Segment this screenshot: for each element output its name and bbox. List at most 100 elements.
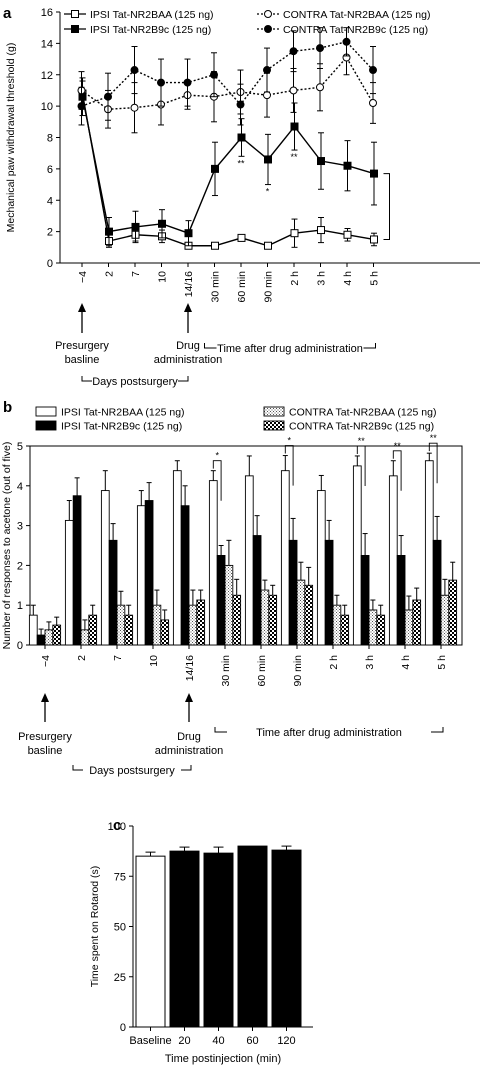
b-bar <box>180 505 190 646</box>
b-bar <box>412 599 422 646</box>
b-significance-bracket <box>212 460 222 501</box>
a-y-tick-label: 14 <box>41 38 53 50</box>
a-significance-mark: * <box>266 187 270 197</box>
b-bar <box>440 594 450 646</box>
a-data-point <box>211 164 219 173</box>
panel-b: b 0 1 2 3 4 5 Number of responses to acetone (… <box>1 399 463 777</box>
b-presurgery-label: Presurgery <box>18 731 72 743</box>
panel-c-letter: c <box>113 817 121 834</box>
a-x-tick-label: 2 <box>104 271 116 277</box>
a-data-point <box>342 37 351 46</box>
c-bar <box>169 850 200 1028</box>
b-bar <box>268 594 278 646</box>
b-legend-swatch <box>35 406 57 417</box>
a-y-tick-label: 2 <box>47 227 53 239</box>
b-bar <box>152 604 162 646</box>
a-data-point <box>157 78 165 87</box>
a-data-point <box>290 122 299 131</box>
a-data-point <box>104 92 112 101</box>
a-x-tick-label: 90 min <box>263 271 275 303</box>
b-x-tick-label: 5 h <box>436 655 448 670</box>
b-legend-label: CONTRA Tat-NR2B9c (125 ng) <box>289 421 434 433</box>
b-legend-label: IPSI Tat-NR2B9c (125 ng) <box>61 421 182 433</box>
b-bar <box>172 470 182 646</box>
a-y-tick-label: 12 <box>41 70 53 82</box>
a-data-point <box>237 133 246 142</box>
a-legend-item: IPSI Tat-NR2B9c (125 ng) <box>64 24 211 36</box>
b-bar <box>136 505 146 646</box>
c-y-tick-label: 100 <box>108 821 126 833</box>
a-series-line <box>81 93 375 247</box>
b-bar <box>188 604 198 646</box>
b-bar <box>296 579 306 646</box>
b-bar <box>352 465 362 646</box>
a-data-point <box>183 78 192 87</box>
b-significance-mark: ** <box>358 436 366 446</box>
a-legend-item: CONTRA Tat-NR2B9c (125 ng) <box>257 24 428 36</box>
b-legend-item: IPSI Tat-NR2B9c (125 ng) <box>35 421 182 433</box>
c-y-tick-label: 25 <box>114 972 126 984</box>
c-bar <box>237 845 268 1028</box>
b-x-tick-label: 2 h <box>328 655 340 670</box>
a-data-point <box>263 66 271 75</box>
a-y-tick-label: 16 <box>41 7 53 19</box>
b-legend-item: CONTRA Tat-NR2BAA (125 ng) <box>263 407 436 419</box>
c-bar <box>135 855 166 1028</box>
b-days-bracket <box>181 765 192 771</box>
c-x-axis-label: Time postinjection (min) <box>165 1053 281 1065</box>
a-data-point <box>130 66 139 75</box>
b-bar <box>28 614 38 646</box>
panel-a-letter: a <box>3 5 12 22</box>
b-bar <box>208 480 218 646</box>
b-bar <box>252 535 262 646</box>
a-data-point <box>290 229 299 238</box>
a-legend-label: CONTRA Tat-NR2BAA (125 ng) <box>283 9 430 21</box>
a-time-after-bracket <box>204 343 217 349</box>
panel-c: c 0 25 50 75 100 Time spent on Rotarod (s) Tim… <box>89 817 313 1065</box>
b-legend-swatch <box>263 420 285 431</box>
b-significance-mark: ** <box>430 433 438 443</box>
b-bar <box>116 604 126 646</box>
a-legend-label: CONTRA Tat-NR2B9c (125 ng) <box>283 24 428 36</box>
a-series-line <box>81 56 374 110</box>
b-legend-item: IPSI Tat-NR2BAA (125 ng) <box>35 406 185 419</box>
a-legend-item: CONTRA Tat-NR2BAA (125 ng) <box>257 9 430 21</box>
a-data-point <box>316 44 324 53</box>
b-bar <box>396 555 406 646</box>
b-bar <box>64 519 74 646</box>
a-x-tick-label: 5 h <box>369 271 381 286</box>
b-bar <box>124 614 134 646</box>
a-data-point <box>184 229 193 238</box>
b-x-tick-label: 2 <box>76 655 88 661</box>
a-days-bracket <box>178 376 189 382</box>
a-significance-mark: ** <box>290 152 298 162</box>
b-bar <box>340 614 350 646</box>
c-y-tick-label: 50 <box>114 922 126 934</box>
a-drug-label: administration <box>154 354 222 366</box>
a-drug-label: Drug <box>176 340 200 352</box>
b-x-tick-label: 10 <box>148 655 160 667</box>
panel-b-plot: 0 1 2 3 4 5 Number of responses to acetone (ou… <box>1 433 463 687</box>
a-data-point <box>211 241 219 250</box>
c-x-tick-label: 120 <box>277 1035 295 1047</box>
b-bar <box>232 594 242 646</box>
c-y-tick-label: 0 <box>120 1022 126 1034</box>
b-bar <box>100 490 110 646</box>
b-time-after-bracket <box>214 727 227 733</box>
b-significance-mark: * <box>215 451 219 461</box>
a-series-line <box>81 41 374 107</box>
b-y-axis-label: Number of responses to acetone (out of f… <box>1 442 13 650</box>
b-bar <box>72 495 82 646</box>
panel-c-plot: 0 25 50 75 100 Time spent on Rotarod (s) Time … <box>89 821 313 1065</box>
b-x-tick-label: 7 <box>112 655 124 661</box>
b-legend-label: CONTRA Tat-NR2BAA (125 ng) <box>289 407 436 419</box>
panel-b-letter: b <box>3 399 12 416</box>
b-bar <box>280 470 290 646</box>
b-bar <box>388 475 398 646</box>
b-x-tick-label: 4 h <box>400 655 412 670</box>
b-x-tick-label: 14/16 <box>184 655 196 681</box>
a-legend-swatch-marker <box>264 10 272 18</box>
b-bar <box>36 634 46 646</box>
a-x-tick-label: 4 h <box>342 271 354 286</box>
